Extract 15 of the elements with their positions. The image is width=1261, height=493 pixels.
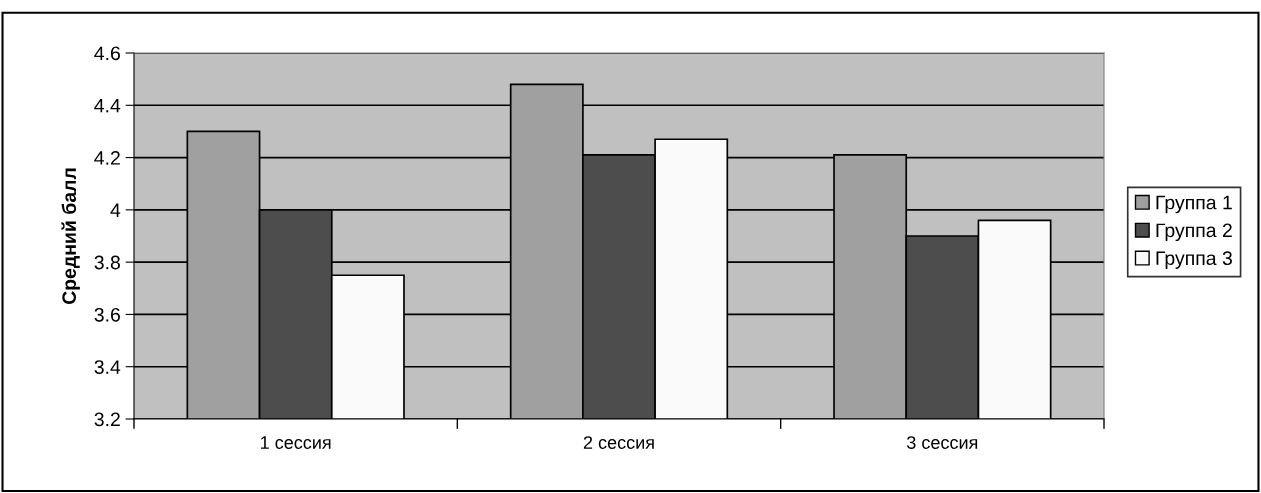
y-tick-label: 4.6 <box>94 46 120 61</box>
y-tick-label: 3.8 <box>94 255 120 270</box>
y-tick-label: 3.4 <box>94 360 121 374</box>
y-tick-label: 3.6 <box>94 307 120 322</box>
legend-label: Группа 1 <box>1156 195 1232 214</box>
y-tick-label: 4.4 <box>94 98 121 113</box>
y-tick-label: 4 <box>110 203 121 217</box>
x-tick-label: 3 сессия <box>907 436 978 449</box>
x-tick-label: 2 сессия <box>583 436 654 449</box>
x-tick-label: 1 сессия <box>261 436 331 449</box>
y-tick-label: 4.2 <box>94 151 120 165</box>
y-axis-title: Средний балл <box>61 168 80 305</box>
y-tick-label: 3.2 <box>94 412 120 427</box>
legend-label: Группа 2 <box>1156 223 1232 242</box>
legend-label: Группа 3 <box>1156 251 1232 269</box>
